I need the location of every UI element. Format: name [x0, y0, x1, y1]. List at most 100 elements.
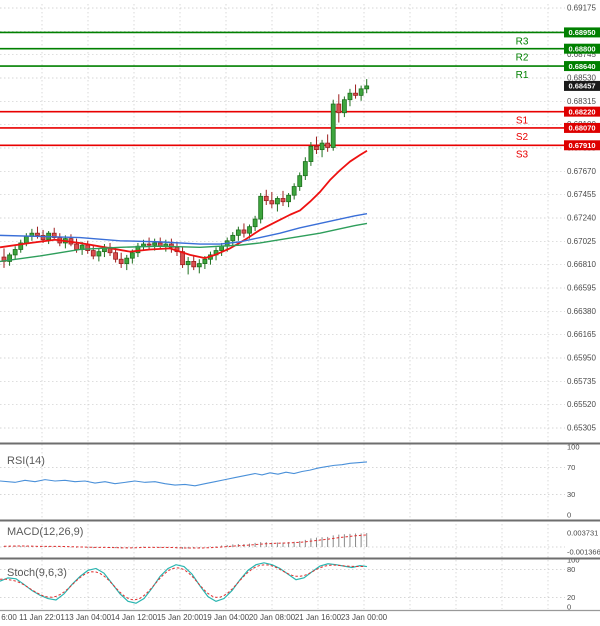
candle	[308, 145, 314, 162]
candle	[286, 194, 291, 203]
candle	[74, 243, 79, 250]
svg-text:0.69175: 0.69175	[567, 4, 596, 13]
svg-text:0.67455: 0.67455	[567, 190, 596, 199]
candle	[263, 195, 269, 202]
candle	[258, 195, 264, 220]
macd-signal-line	[3, 534, 367, 549]
svg-text:0.68800: 0.68800	[568, 44, 595, 53]
price-badge-r1: 0.68640	[564, 61, 600, 72]
candle	[90, 250, 96, 257]
candle	[185, 261, 191, 266]
svg-text:0.67670: 0.67670	[567, 167, 596, 176]
candle	[191, 261, 197, 268]
svg-text:23 Jan 00:00: 23 Jan 00:00	[341, 613, 388, 622]
svg-text:20 Jan 08:00: 20 Jan 08:00	[249, 613, 296, 622]
price-axis: 0.65305 0.65520 0.65735 0.65950 0.66165 0.663…	[564, 4, 600, 433]
candle	[202, 258, 208, 264]
svg-text:0.68070: 0.68070	[568, 124, 595, 133]
svg-text:0.66165: 0.66165	[567, 330, 596, 339]
svg-text:100: 100	[567, 556, 580, 565]
candle	[347, 92, 353, 101]
candle	[40, 234, 46, 241]
candle	[18, 242, 24, 250]
svg-text:0.68220: 0.68220	[568, 107, 595, 116]
candle	[364, 85, 370, 90]
rsi-panel-label: RSI(14)	[7, 455, 45, 467]
svg-text:S1: S1	[516, 116, 529, 127]
ma-line-slow	[0, 222, 368, 263]
macd-panel: 0.003731 -0.001366	[0, 528, 600, 557]
x-axis-labels: 6:00 11 Jan 22:01 13 Jan 04:00 14 Jan 12:00…	[1, 613, 387, 622]
rsi-panel: 100 70 30 0	[0, 443, 580, 520]
candle	[113, 252, 118, 260]
candle	[252, 218, 258, 228]
stoch-k-line	[0, 562, 368, 604]
candle	[141, 243, 146, 247]
svg-text:-0.001366: -0.001366	[567, 548, 600, 557]
candle	[297, 175, 303, 187]
price-badge-s1: 0.68220	[564, 106, 600, 117]
candle	[330, 103, 336, 148]
price-badge-s3: 0.67910	[564, 140, 600, 151]
svg-text:S2: S2	[516, 132, 529, 143]
svg-text:0.67025: 0.67025	[567, 237, 596, 246]
svg-text:0.67240: 0.67240	[567, 214, 596, 223]
stoch-d-line	[0, 564, 365, 601]
price-badge-s2: 0.68070	[564, 122, 600, 133]
candle	[341, 99, 347, 114]
svg-text:0.65520: 0.65520	[567, 400, 596, 409]
stoch-panel-label: Stoch(9,6,3)	[7, 567, 67, 579]
svg-text:0: 0	[567, 603, 571, 612]
candle	[35, 232, 40, 236]
svg-text:0.65950: 0.65950	[567, 354, 596, 363]
candle	[96, 251, 102, 257]
svg-text:0.68315: 0.68315	[567, 97, 596, 106]
moving-averages	[0, 149, 368, 263]
candle	[12, 249, 18, 256]
candle	[336, 103, 342, 114]
candle	[353, 92, 358, 96]
candle	[269, 200, 275, 205]
svg-text:6:00: 6:00	[1, 613, 17, 622]
svg-text:13 Jan 04:00: 13 Jan 04:00	[65, 613, 112, 622]
svg-text:15 Jan 20:00: 15 Jan 20:00	[157, 613, 204, 622]
ma-line-mid	[0, 212, 368, 245]
svg-text:0.68530: 0.68530	[567, 74, 596, 83]
candle	[146, 243, 152, 246]
candle	[7, 254, 12, 262]
svg-text:0.68457: 0.68457	[568, 82, 595, 91]
candle	[241, 229, 247, 234]
candle	[314, 145, 319, 151]
candles	[1, 79, 370, 275]
svg-text:R2: R2	[516, 53, 529, 64]
svg-text:R1: R1	[516, 70, 529, 81]
svg-text:14 Jan 12:00: 14 Jan 12:00	[111, 613, 158, 622]
candle	[280, 198, 286, 203]
svg-text:100: 100	[567, 443, 580, 452]
candle	[325, 142, 331, 148]
svg-text:0.66595: 0.66595	[567, 284, 596, 293]
candle	[118, 258, 124, 264]
candle	[319, 142, 325, 151]
ma-line-fast	[0, 149, 368, 260]
panel-separators	[0, 442, 600, 612]
svg-text:20: 20	[567, 593, 575, 602]
grid	[0, 4, 565, 609]
svg-text:0.66380: 0.66380	[567, 307, 596, 316]
svg-text:0.68745: 0.68745	[567, 50, 596, 59]
svg-text:0.68950: 0.68950	[568, 28, 595, 37]
candle	[196, 263, 202, 268]
pivot-level-lines	[0, 31, 565, 147]
svg-text:0.67910: 0.67910	[568, 141, 595, 150]
candle	[168, 243, 174, 248]
current-price-badge: 0.68457	[564, 80, 600, 91]
svg-text:0.68640: 0.68640	[568, 62, 595, 71]
svg-text:70: 70	[567, 463, 575, 472]
candle	[275, 198, 280, 205]
svg-text:S3: S3	[516, 149, 529, 160]
candle	[124, 257, 130, 264]
rsi-line	[0, 461, 368, 487]
svg-text:30: 30	[567, 490, 575, 499]
